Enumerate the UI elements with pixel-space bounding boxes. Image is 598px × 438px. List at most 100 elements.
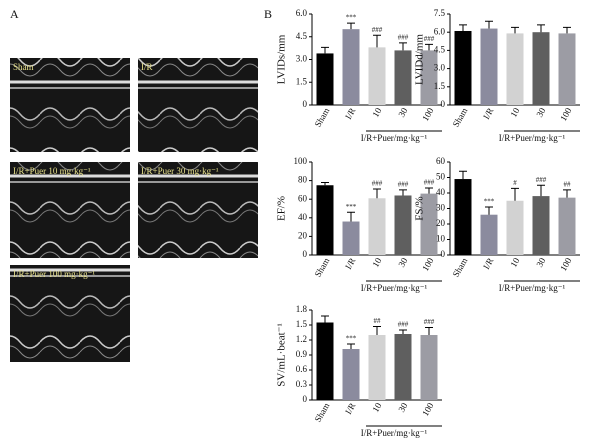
y-tick-label: 4.5 (434, 44, 446, 54)
bar (394, 50, 412, 105)
y-tick-label: 1.5 (296, 319, 308, 329)
significance-label: *** (346, 203, 357, 211)
y-tick-label: 10 (436, 234, 446, 244)
significance-label: ### (424, 179, 435, 187)
y-tick-label: 0 (441, 249, 446, 259)
group-label: I/R+Puer/mg·kg⁻¹ (361, 283, 428, 293)
error-bar (425, 187, 433, 194)
bar (480, 214, 498, 255)
x-tick-label: 30 (396, 256, 409, 269)
bar (558, 197, 576, 255)
error-bar (399, 42, 407, 51)
x-tick-label: I/R (343, 106, 357, 121)
y-tick-label: 80 (298, 175, 308, 185)
y-tick-label: 0 (303, 249, 308, 259)
echo-image (10, 58, 130, 152)
bar (316, 322, 334, 400)
y-tick-label: 0 (303, 99, 308, 109)
error-bar (347, 22, 355, 30)
error-bar (459, 24, 467, 31)
bar (558, 33, 576, 106)
y-tick-label: 0.9 (296, 349, 308, 359)
bar (454, 179, 472, 255)
y-axis-label: EF/% (276, 196, 288, 221)
image-label: I/R+Puer 100 mg·kg⁻¹ (13, 269, 95, 279)
y-tick-label: 40 (436, 187, 446, 197)
x-tick-label: 100 (558, 106, 574, 123)
y-tick-label: 0 (441, 99, 446, 109)
error-bar (485, 20, 493, 29)
y-tick-label: 60 (436, 156, 446, 166)
y-axis-label: LVIDs/mm (276, 34, 288, 84)
y-tick-label: 1.2 (296, 334, 307, 344)
bar (316, 185, 334, 255)
group-label: I/R+Puer/mg·kg⁻¹ (499, 133, 566, 143)
significance-label: ### (424, 318, 435, 326)
x-tick-label: 100 (420, 106, 436, 123)
y-tick-label: 3.0 (296, 54, 308, 64)
error-bar (321, 315, 329, 323)
echo-image (10, 162, 130, 258)
error-bar (425, 327, 433, 335)
y-tick-label: 100 (294, 156, 308, 166)
significance-label: ### (398, 321, 409, 329)
significance-label: # (513, 179, 517, 187)
y-tick-label: 20 (298, 230, 308, 240)
error-bar (347, 343, 355, 349)
image-label: I/R+Puer 10 mg·kg⁻¹ (13, 166, 91, 176)
error-bar (399, 189, 407, 196)
x-tick-label: Sham (451, 106, 470, 129)
bar (368, 198, 386, 255)
bar (532, 32, 550, 106)
panel-label: B (264, 7, 272, 21)
significance-label: *** (484, 198, 495, 206)
bar (420, 193, 438, 255)
y-tick-label: 60 (298, 193, 308, 203)
error-bar (537, 24, 545, 33)
error-bar (373, 188, 381, 199)
x-tick-label: 10 (370, 401, 383, 414)
significance-label: ### (536, 176, 547, 184)
echo-image (138, 162, 258, 258)
x-tick-label: I/R (481, 256, 495, 271)
error-bar (373, 34, 381, 48)
bar (420, 335, 438, 400)
echo-image (138, 58, 258, 152)
bar (480, 28, 498, 106)
bar (394, 334, 412, 400)
significance-label: ### (398, 33, 409, 41)
y-tick-label: 1.5 (296, 76, 308, 86)
image-label: Sham (13, 62, 34, 72)
x-tick-label: 100 (420, 256, 436, 273)
y-axis-label: SV/mL·beat⁻¹ (276, 323, 288, 386)
image-label: I/R (141, 62, 153, 72)
x-tick-label: 100 (420, 401, 436, 418)
bar (368, 335, 386, 400)
error-bar (485, 206, 493, 215)
bar (394, 195, 412, 255)
error-bar (511, 26, 519, 34)
y-tick-label: 40 (298, 212, 308, 222)
error-bar (321, 181, 329, 186)
significance-label: ### (398, 181, 409, 189)
x-tick-label: Sham (313, 401, 332, 424)
significance-label: *** (346, 14, 357, 22)
error-bar (563, 189, 571, 198)
image-label: I/R+Puer 30 mg·kg⁻¹ (141, 166, 219, 176)
y-tick-label: 20 (436, 218, 446, 228)
bar (532, 196, 550, 255)
y-tick-label: 1.5 (434, 81, 446, 91)
significance-label: ### (424, 35, 435, 43)
y-tick-label: 4.5 (296, 31, 308, 41)
x-tick-label: Sham (313, 256, 332, 279)
y-tick-label: 0.3 (296, 379, 308, 389)
y-tick-label: 6.0 (434, 26, 446, 36)
error-bar (563, 26, 571, 34)
bar (454, 30, 472, 106)
significance-label: ## (374, 317, 382, 325)
y-tick-label: 1.8 (296, 304, 308, 314)
panel-label: A (10, 7, 19, 21)
significance-label: ### (372, 180, 383, 188)
bar (368, 47, 386, 105)
bar (316, 53, 334, 105)
